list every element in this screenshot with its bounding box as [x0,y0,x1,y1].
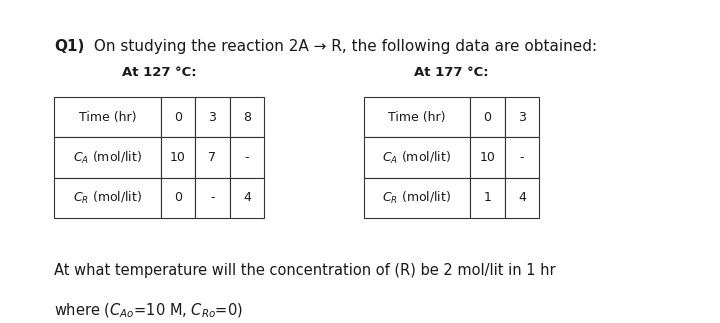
Text: 3: 3 [518,110,526,124]
Text: 10: 10 [480,151,495,164]
FancyBboxPatch shape [161,137,195,178]
FancyBboxPatch shape [195,178,230,218]
FancyBboxPatch shape [505,97,539,137]
Text: 4: 4 [518,191,526,204]
FancyBboxPatch shape [195,97,230,137]
Text: 8: 8 [243,110,251,124]
FancyBboxPatch shape [505,137,539,178]
Text: 1: 1 [484,191,491,204]
FancyBboxPatch shape [161,178,195,218]
Text: $C_A$ (mol/lit): $C_A$ (mol/lit) [73,150,142,165]
Text: At what temperature will the concentration of (R) be 2 mol/lit in 1 hr: At what temperature will the concentrati… [54,263,556,278]
FancyBboxPatch shape [364,97,470,137]
Text: Time (hr): Time (hr) [78,110,136,124]
Text: $C_A$ (mol/lit): $C_A$ (mol/lit) [382,150,451,165]
FancyBboxPatch shape [54,137,161,178]
Text: 7: 7 [208,151,217,164]
Text: 0: 0 [174,191,182,204]
Text: Q1): Q1) [54,39,84,54]
FancyBboxPatch shape [230,178,264,218]
Text: -: - [210,191,215,204]
FancyBboxPatch shape [470,97,505,137]
Text: -: - [245,151,249,164]
Text: $C_R$ (mol/lit): $C_R$ (mol/lit) [382,190,451,206]
FancyBboxPatch shape [364,137,470,178]
Text: On studying the reaction 2A → R, the following data are obtained:: On studying the reaction 2A → R, the fol… [89,39,597,54]
Text: 4: 4 [243,191,251,204]
Text: At 177 °C:: At 177 °C: [414,66,489,79]
Text: 0: 0 [174,110,182,124]
FancyBboxPatch shape [230,137,264,178]
Text: where ($C_{Ao}$=10 M, $C_{Ro}$=0): where ($C_{Ao}$=10 M, $C_{Ro}$=0) [54,302,243,320]
Text: At 127 °C:: At 127 °C: [122,66,197,79]
FancyBboxPatch shape [470,178,505,218]
Text: 0: 0 [483,110,492,124]
FancyBboxPatch shape [161,97,195,137]
Text: $C_R$ (mol/lit): $C_R$ (mol/lit) [73,190,142,206]
FancyBboxPatch shape [505,178,539,218]
Text: 10: 10 [170,151,186,164]
FancyBboxPatch shape [364,178,470,218]
FancyBboxPatch shape [54,178,161,218]
FancyBboxPatch shape [470,137,505,178]
Text: -: - [520,151,524,164]
Text: 3: 3 [209,110,216,124]
FancyBboxPatch shape [195,137,230,178]
FancyBboxPatch shape [230,97,264,137]
Text: Time (hr): Time (hr) [388,110,446,124]
FancyBboxPatch shape [54,97,161,137]
